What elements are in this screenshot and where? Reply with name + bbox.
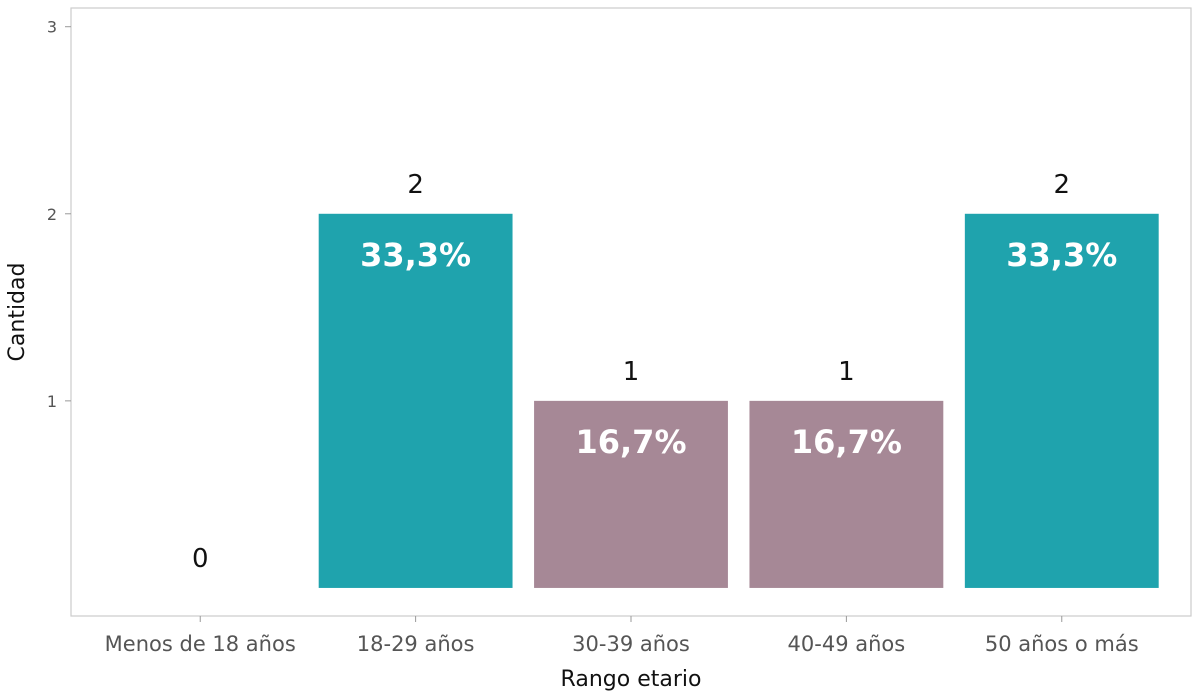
count-label: 1 bbox=[838, 357, 855, 387]
x-axis-title: Rango etario bbox=[561, 667, 702, 692]
percent-label: 16,7% bbox=[791, 423, 902, 461]
y-axis: 1 2 3 bbox=[47, 18, 71, 411]
x-axis: Menos de 18 años 18-29 años 30-39 años 40-4… bbox=[105, 616, 1139, 656]
bar bbox=[964, 213, 1159, 588]
percent-label: 16,7% bbox=[575, 423, 686, 461]
y-tick-label: 2 bbox=[47, 205, 57, 224]
y-tick-label: 3 bbox=[47, 18, 57, 37]
x-tick-label: Menos de 18 años bbox=[105, 632, 296, 656]
x-tick-label: 18-29 años bbox=[357, 632, 475, 656]
count-label: 2 bbox=[407, 170, 424, 200]
count-label: 2 bbox=[1053, 170, 1070, 200]
bar bbox=[318, 213, 513, 588]
bar bbox=[534, 400, 728, 588]
bar bbox=[749, 400, 944, 588]
y-axis-title: Cantidad bbox=[5, 263, 30, 362]
y-tick-label: 1 bbox=[47, 392, 57, 411]
x-tick-label: 50 años o más bbox=[985, 632, 1139, 656]
percent-label: 33,3% bbox=[1006, 236, 1117, 274]
percent-label: 33,3% bbox=[360, 236, 471, 274]
x-tick-label: 40-49 años bbox=[788, 632, 906, 656]
bars bbox=[318, 213, 1159, 588]
data-labels: 0 33,3% 2 16,7% 1 16,7% 1 33,3% 2 bbox=[192, 170, 1117, 574]
count-label: 1 bbox=[623, 357, 640, 387]
count-label: 0 bbox=[192, 544, 209, 574]
x-tick-label: 30-39 años bbox=[572, 632, 690, 656]
